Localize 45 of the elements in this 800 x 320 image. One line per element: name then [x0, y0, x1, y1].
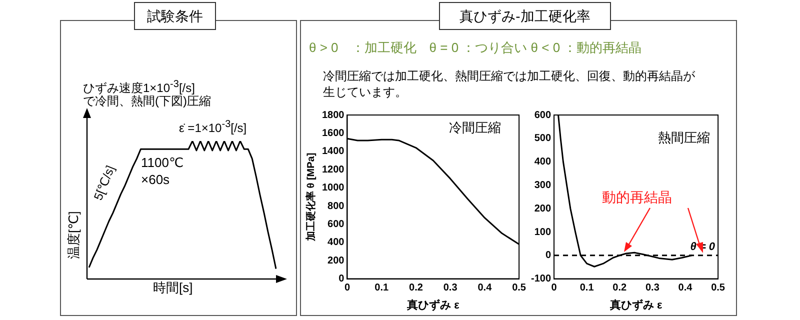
- y-tick-label: 0: [338, 274, 345, 285]
- x-tick-label: 0.1: [374, 282, 389, 294]
- y-tick-label: 200: [328, 255, 345, 266]
- x-tick-label: 0.4: [678, 282, 693, 294]
- y-tick-label: 400: [534, 156, 552, 168]
- chart-title: 試験条件: [134, 2, 216, 30]
- text: ε̇ =1×10$^{-3}$[/s]: [179, 118, 247, 137]
- x-tick-label: 0.2: [409, 282, 424, 294]
- x-axis-title: 真ひずみ ε: [608, 298, 663, 312]
- x-tick-label: 0.1: [580, 282, 594, 294]
- x-axis-title: 真ひずみ ε: [406, 298, 460, 312]
- y-tick-label: 1800: [322, 110, 345, 121]
- y-tick-label: 800: [328, 200, 345, 212]
- y-tick-label: -100: [531, 274, 552, 285]
- y-tick-label: 400: [328, 237, 345, 248]
- x-tick-label: 0.3: [645, 282, 660, 294]
- x-tick-label: 0.5: [711, 282, 726, 294]
- annotation: 熱間圧縮: [658, 130, 710, 147]
- text: 冷間圧縮では加工硬化、熱間圧縮では加工硬化、回復、動的再結晶が生じています。: [323, 69, 695, 100]
- y-tick-label: 200: [534, 203, 552, 214]
- y-tick-label: 500: [534, 133, 552, 144]
- text: で冷間、熱間(下図)圧縮: [83, 94, 211, 110]
- x-tick-label: 0.3: [443, 282, 458, 294]
- annotation: 1100℃: [141, 155, 184, 172]
- x-tick-label: 0.4: [478, 282, 492, 294]
- y-tick-label: 100: [534, 226, 552, 238]
- y-tick-label: 600: [534, 110, 552, 121]
- y-tick-label: 300: [534, 180, 552, 191]
- y-tick-label: 600: [328, 218, 345, 230]
- annotation: ×60s: [141, 172, 170, 189]
- text: 真ひずみ-加工硬化率: [439, 2, 611, 30]
- x-tick-label: 0.5: [512, 282, 526, 294]
- text: θ > 0 ：加工硬化 θ = 0 ：つり合い θ < 0 ：動的再結晶: [309, 40, 642, 57]
- annotation: 動的再結晶: [602, 188, 672, 206]
- text: ひずみ速度1×10$^{-3}$[/s]: [83, 78, 195, 95]
- y-tick-label: 1600: [322, 128, 345, 139]
- y-axis-title: 温度[℃]: [65, 211, 82, 259]
- annotation: 冷間圧縮: [449, 120, 501, 137]
- x-tick-label: 0.2: [612, 282, 628, 294]
- y-tick-label: 1000: [322, 182, 345, 194]
- y-axis-title: 加工硬化率 θ [MPa]: [304, 152, 317, 242]
- y-tick-label: 0: [545, 250, 552, 262]
- y-tick-label: 1200: [322, 164, 345, 176]
- y-tick-label: 1400: [322, 146, 345, 158]
- x-axis-title: 時間[s]: [153, 279, 193, 297]
